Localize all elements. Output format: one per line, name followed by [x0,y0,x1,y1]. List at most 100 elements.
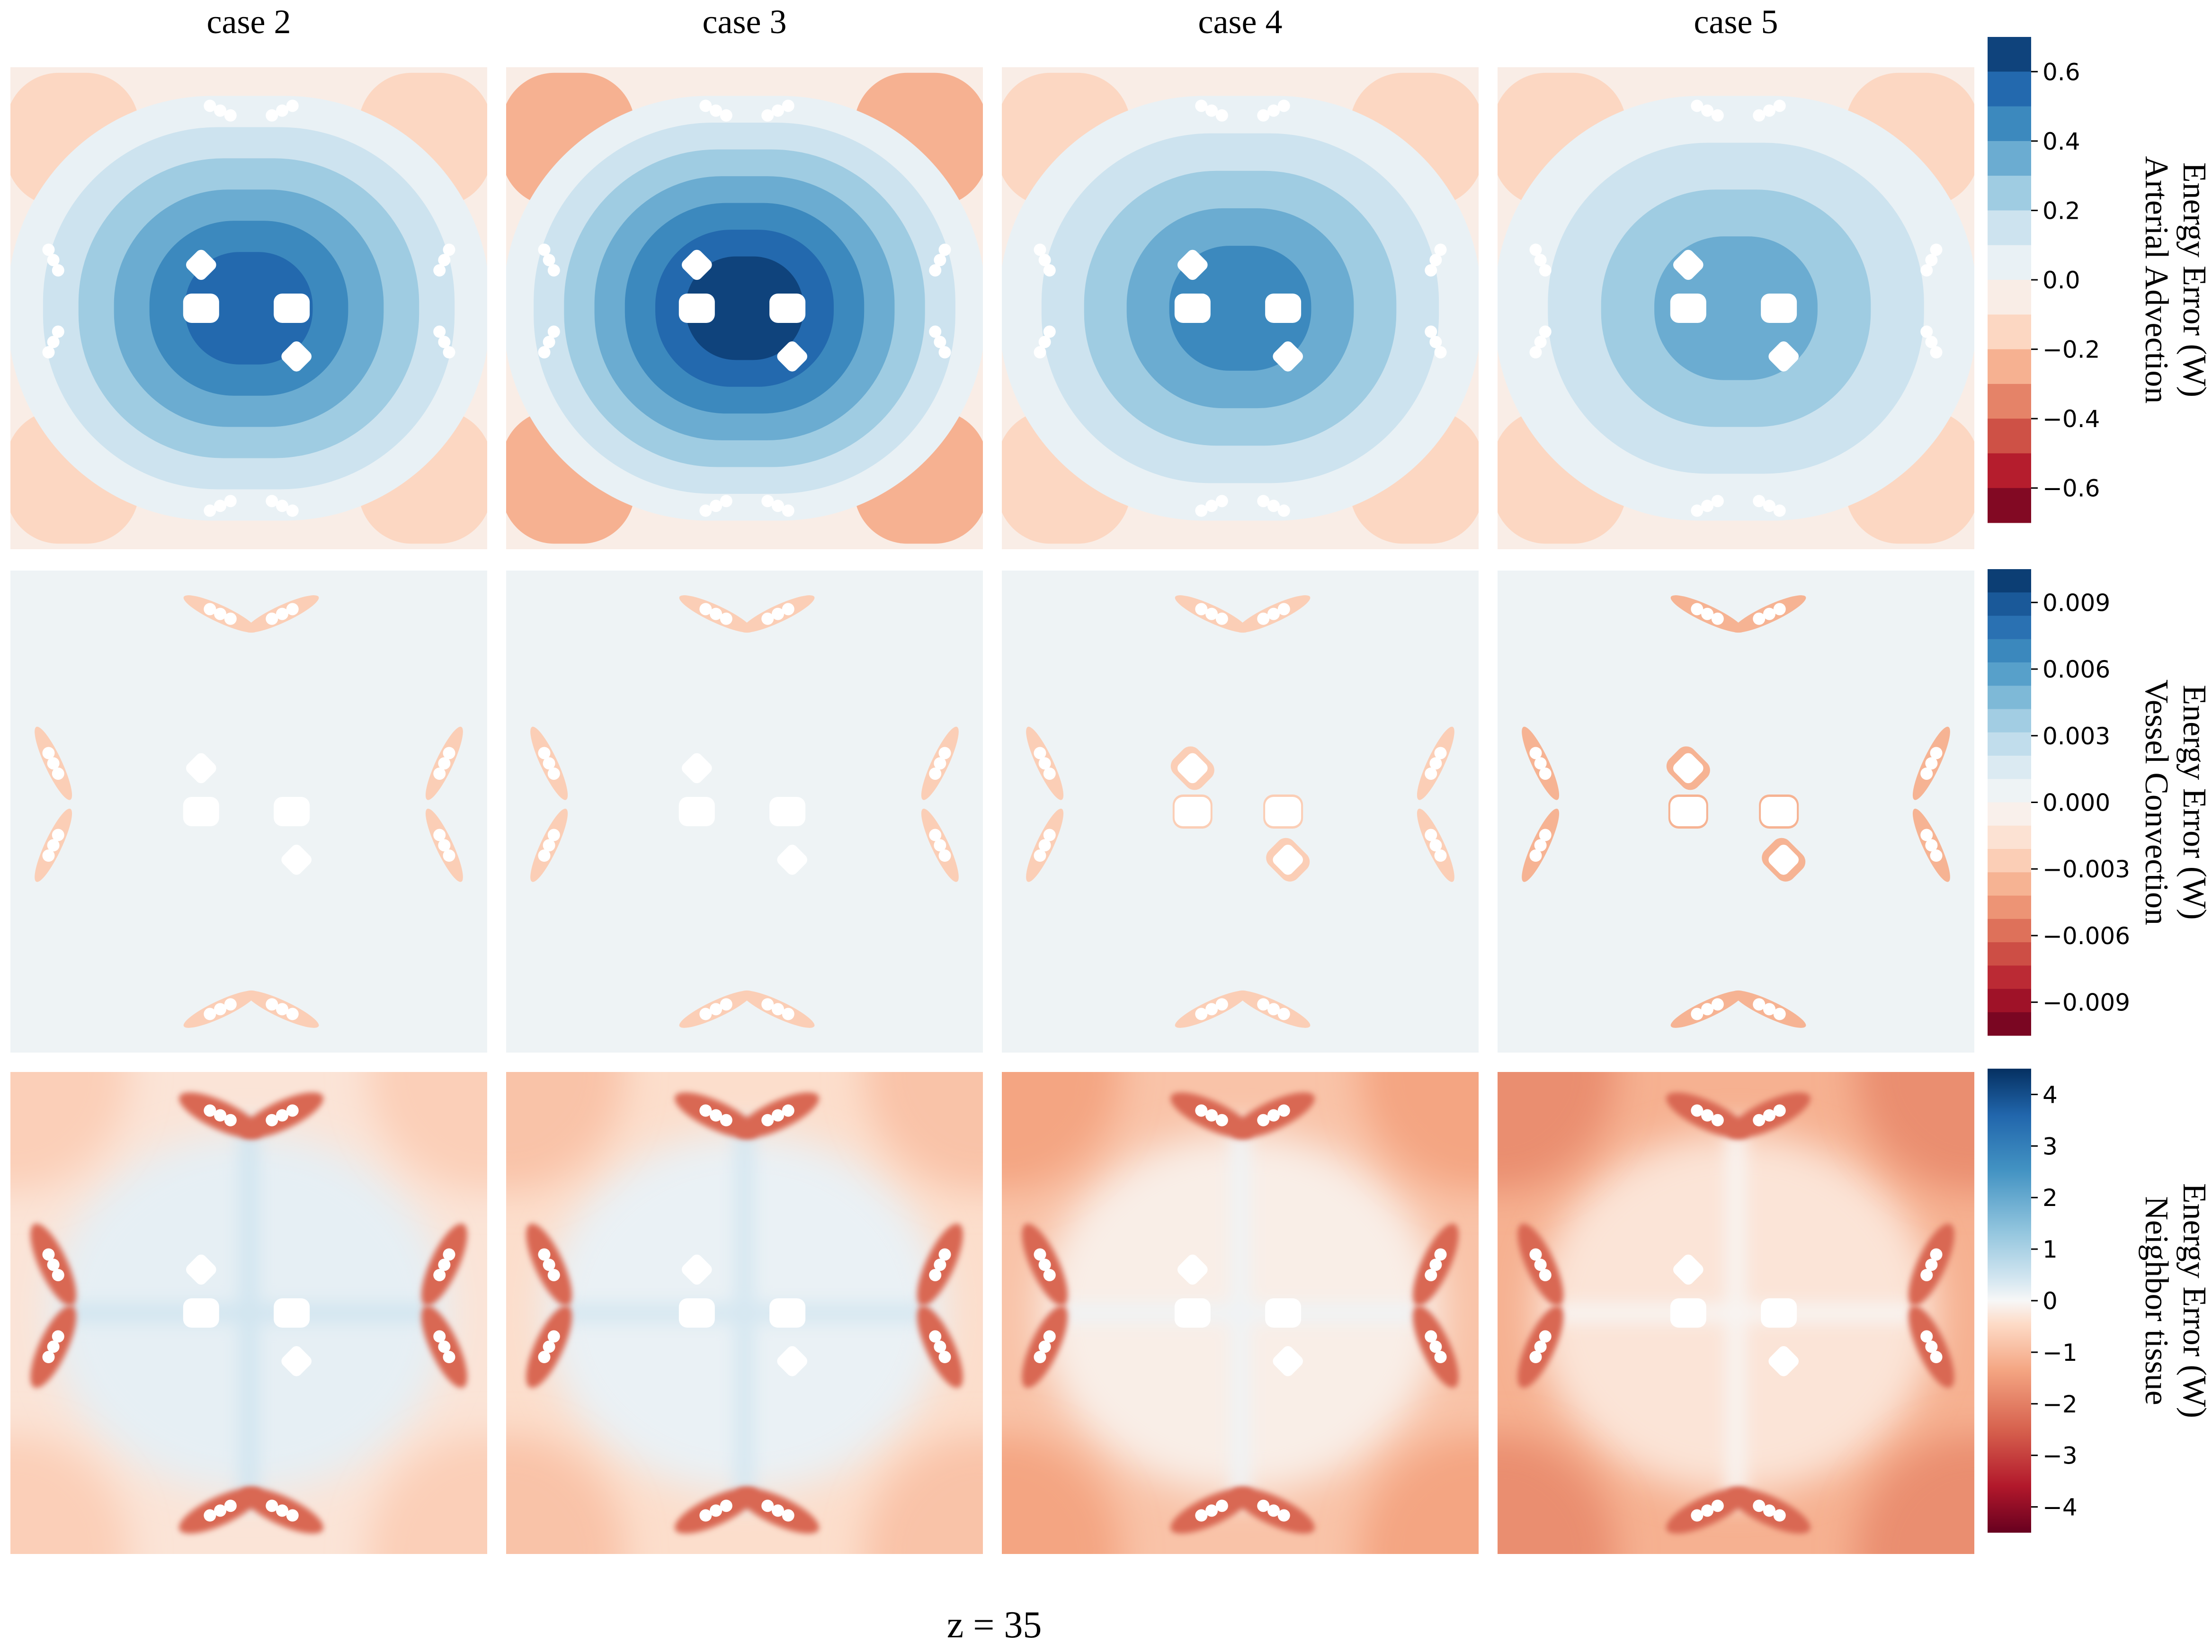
vessel-hole [1215,612,1228,625]
contour-level [1169,246,1311,371]
vessel-hole [186,753,216,784]
vessel-hole [1043,767,1056,780]
vessel-hole [183,797,219,826]
vessel-hole [678,294,715,323]
field-ridge [1059,1120,1422,1506]
vessel-hole [52,829,64,841]
vessel-hole [1701,607,1714,620]
vessel-hole [1265,294,1302,323]
colorbar-tick-label: −4 [2043,1494,2078,1521]
vessel-hole [1038,757,1051,770]
vessel-hole [1215,1114,1228,1126]
vessel-hole [938,346,951,359]
panel-background [1498,571,1974,1053]
vessel-hole [1195,1008,1208,1020]
vessel-hole [1038,1340,1051,1353]
colorbar-tick-label: 0.000 [2043,789,2110,817]
vessel-hole [443,243,455,256]
vessel-hole [266,495,278,508]
colorbar-segment [1988,176,2031,211]
vessel-hole [1429,254,1442,267]
vessel-hole [1205,607,1218,620]
vessel-hole [1768,341,1799,372]
colorbar-label: Energy Error (W) [2176,162,2212,397]
colorbar-segment [1988,942,2031,966]
vessel-hole [1257,495,1270,508]
colorbar-gradient [1988,1069,2031,1533]
colorbar-label: Arterial Advection [2138,156,2175,404]
vessel-hole [1177,250,1208,280]
vessel-hole [1761,294,1797,323]
vessel-hole [769,294,806,323]
vessel-hole [1763,500,1775,512]
vessel-hole [266,1500,278,1512]
vessel-hole [934,1340,946,1353]
vessel-hole [1753,1114,1766,1126]
vessel-hole [1670,294,1706,323]
vessel-hole [276,1003,288,1016]
colorbar-segment [1988,825,2031,849]
heatmap-panel-vessel-3 [1498,571,1974,1053]
vessel-hole [47,839,60,852]
vessel-hole [204,1509,216,1522]
vessel-hole [286,99,299,112]
vessel-hole [443,1248,455,1261]
colorbar-segment [1988,210,2031,246]
colorbar-segment [1988,965,2031,989]
heatmap-panel-arterial-2 [1002,67,1479,549]
vessel-hole [42,849,55,862]
corner-blob [899,458,972,525]
vessel-hole [1768,845,1799,875]
vessel-hole [1701,1504,1714,1517]
corner-blob [899,91,972,159]
vessel-hole [771,607,784,620]
vessel-hole [433,1268,446,1281]
colorbar-segment [1988,732,2031,756]
vessel-hole [438,839,451,852]
vessel-hole [1215,1500,1228,1512]
vessel-hole [1701,500,1714,512]
vessel-hole [547,767,560,780]
vessel-hole [929,1268,942,1281]
vessel-hole [1034,1351,1046,1364]
vessel-hole [777,845,807,875]
vessel-hole [1930,243,1943,256]
heatmap-panel-neighbor-1 [506,1072,983,1554]
vessel-hole [547,325,560,338]
vessel-hole [443,346,455,359]
vessel-hole [1038,839,1051,852]
vessel-hole [1277,1104,1290,1117]
column-title: case 5 [1694,3,1778,41]
vessel-hole [934,336,946,348]
heatmap-panel-arterial-0 [10,67,487,549]
vessel-hole [1043,264,1056,277]
vessel-hole [1195,603,1208,616]
vessel-hole [1034,747,1046,759]
vessel-hole [1711,1114,1724,1126]
vessel-hole [1920,325,1933,338]
vessel-hole [929,325,942,338]
vessel-hole [1273,845,1303,875]
colorbar-tick-label: 3 [2043,1133,2058,1160]
vessel-hole [1701,104,1714,117]
vessel-hole [538,747,551,759]
colorbar-tick-label: 0.006 [2043,656,2110,683]
colorbar-label: Vessel Convection [2138,679,2175,925]
vessel-hole [1925,757,1938,770]
colorbar-tick-label: 0.009 [2043,589,2110,616]
colorbar-tick-label: 1 [2043,1236,2058,1263]
colorbar-segment [1988,802,2031,826]
vessel-hole [1768,1346,1799,1376]
vessel-hole [1670,797,1706,826]
corner-blob [517,458,590,525]
vessel-hole [1429,839,1442,852]
vessel-hole [224,612,237,625]
vessel-hole [929,1330,942,1343]
vessel-hole [433,1330,446,1343]
vessel-hole [771,1504,784,1517]
vessel-hole [1539,767,1552,780]
vessel-hole [761,109,774,122]
vessel-hole [276,1504,288,1517]
vessel-hole [1773,504,1786,517]
vessel-hole [1429,336,1442,348]
